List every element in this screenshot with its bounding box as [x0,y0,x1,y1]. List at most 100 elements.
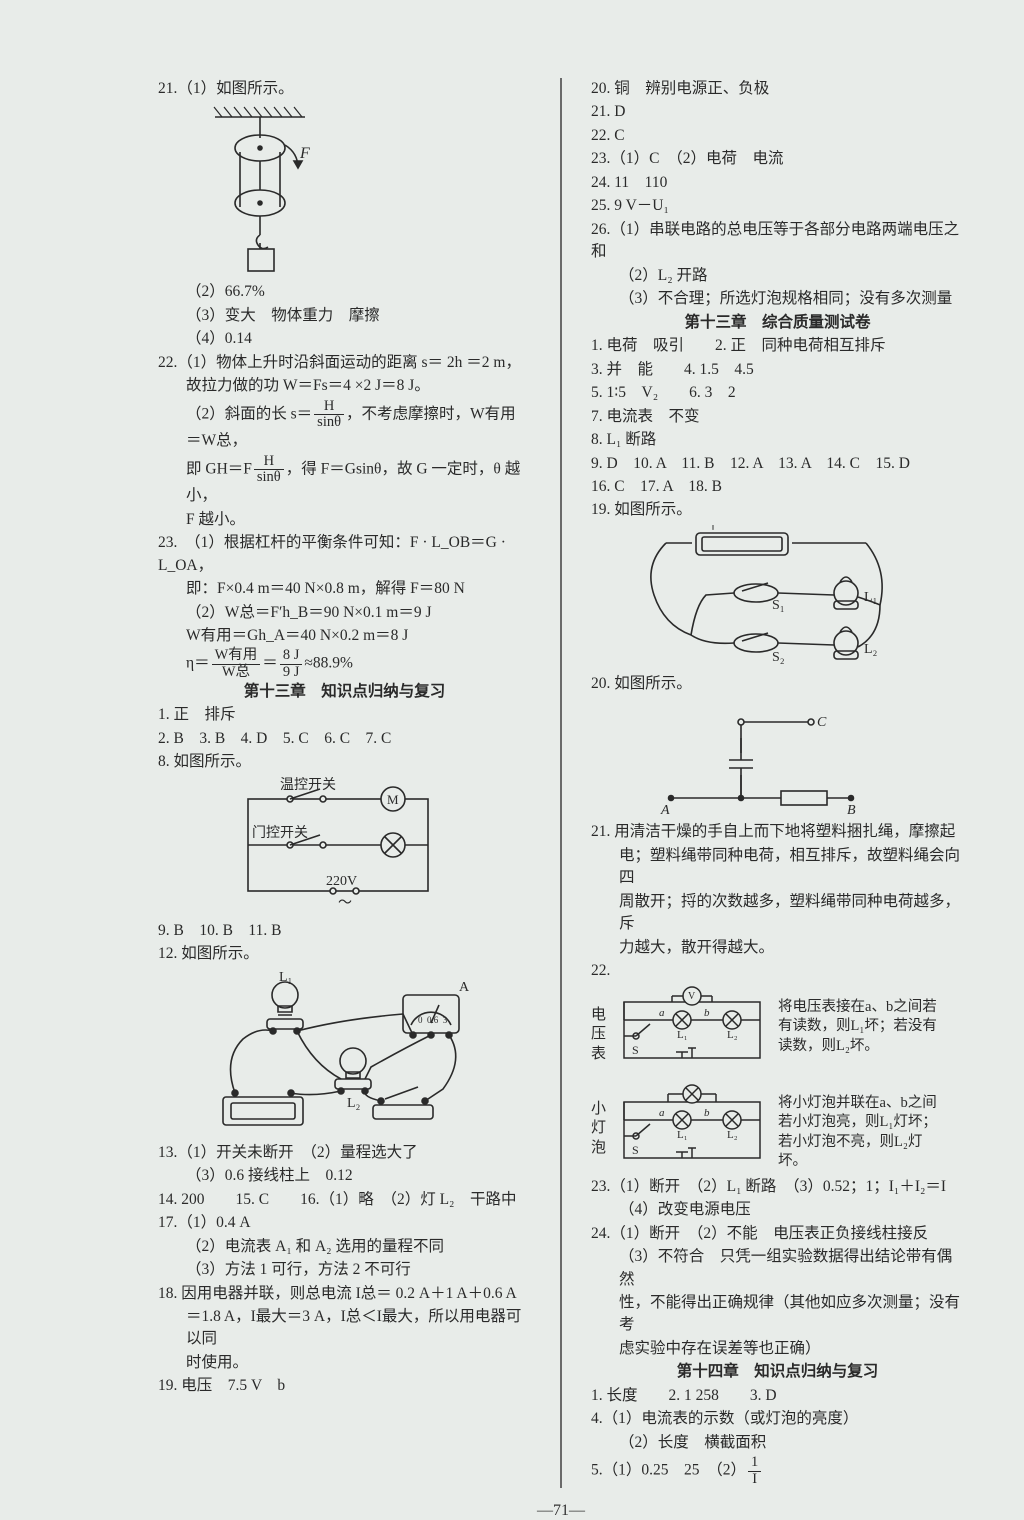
fig-12-circuit: L₁ L₂ A 0 0.6 3 [213,969,531,1139]
fig22-text-bot: 将小灯泡并联在a、b之间若小灯泡亮，则L₁灯坏；若小灯泡不亮，则L₂灯坏。 [778,1080,948,1172]
svg-text:S: S [632,1143,639,1157]
c5-num: 1 [748,1455,761,1471]
svg-text:～: ～ [338,896,352,911]
a14: 14. 200 15. C 16.（1）略 （2）灯 L₂ 干路中 [158,1189,531,1211]
fig12-svg: L₁ L₂ A 0 0.6 3 [213,969,478,1139]
b22: 22. [591,960,964,982]
svg-text:L₂: L₂ [727,1029,738,1041]
c4-1: 4.（1）电流表的示数（或灯泡的亮度） [591,1408,964,1430]
r21: 21. D [591,101,964,123]
svg-text:L₁: L₁ [677,1029,688,1041]
q21-l2: （2）66.7% [158,281,531,303]
b21-3: 周散开；捋的次数越多，塑料绳带同种电荷越多，斥 [591,891,964,936]
q21-l3: （3）变大 物体重力 摩擦 [158,305,531,327]
a13-l2: （3）0.6 接线柱上 0.12 [158,1165,531,1187]
page: 21.（1）如图所示。 [0,0,1024,1410]
svg-text:0 0.6 3: 0 0.6 3 [418,1015,448,1025]
a18-l1: 18. 因用电器并联，则总电流 I总＝ 0.2 A＋1 A＋0.6 A [158,1283,531,1305]
fig-8-circuit: 温控开关 门控开关 M 220V ～ [228,777,531,917]
r20: 20. 铜 辨别电源正、负极 [591,78,964,100]
q23-l4: W有用＝Gh_A＝40 N×0.2 m＝8 J [158,625,531,647]
left-column: 21.（1）如图所示。 [158,78,531,1488]
svg-text:L₂: L₂ [864,642,878,657]
fig-20-circuit: A B C [651,698,964,818]
svg-text:L₂: L₂ [347,1096,361,1111]
frac-H2: H [254,454,284,470]
r22: 22. C [591,125,964,147]
a13-l1: 13.（1）开关未断开 （2）量程选大了 [158,1142,531,1164]
fig22-top-svg: a b L₁ L₂ S V [612,984,772,1076]
fig-22-pair: 电压表 [591,984,964,1076]
a17-l2: （2）电流表 A₁ 和 A₂ 选用的量程不同 [158,1236,531,1258]
frac-H: H [314,399,344,415]
svg-text:a: a [659,1007,665,1019]
a9: 9. B 10. B 11. B [158,920,531,942]
q23-eta: η＝ [186,655,210,672]
q23-l5: η＝W有用W总＝8 J9 J≈88.9% [158,648,531,679]
c4-2: （2）长度 横截面积 [591,1432,964,1454]
fig22-block: a b L₁ L₂ S V [612,984,772,1076]
q22-l3: 即 GH＝FHsinθ，得 F＝Gsinθ，故 G 一定时，θ 越小， [158,454,531,508]
frac-sin2: sinθ [254,470,284,485]
svg-text:A: A [660,803,670,818]
q22-l2: （2）斜面的长 s＝Hsinθ，不考虑摩擦时，W有用＝W总， [158,399,531,453]
frac-8j: 8 J [280,648,303,664]
q23-eq: ＝ [262,655,278,672]
a12: 12. 如图所示。 [158,943,531,965]
a18-l2: ＝1.8 A，I最大＝3 A，I总＜I最大，所以用电器可以同 [158,1306,531,1351]
r26-1: 26.（1）串联电路的总电压等于各部分电路两端电压之和 [591,219,964,264]
fig-22-pair-bot: 小灯泡 [591,1080,964,1176]
q23-l2: 即：F×0.4 m＝40 N×0.8 m，解得 F＝80 N [158,578,531,600]
page-number: —71— [158,1502,964,1520]
fig-19-circuit: ＋ － S₁ S₂ L₁ L₂ [636,525,964,670]
r26-2: （2）L₂ 开路 [591,265,964,287]
b21-2: 电；塑料绳带同种电荷，相互排斥，故塑料绳会向四 [591,845,964,890]
b23-1: 23.（1）断开 （2）L₁ 断路 （3）0.52；1；I₁＋I₂＝I [591,1176,964,1198]
fig8-svg: 温控开关 门控开关 M 220V ～ [228,777,448,917]
b1: 1. 电荷 吸引 2. 正 同种电荷相互排斥 [591,335,964,357]
svg-text:L₂: L₂ [727,1129,738,1141]
fig22-bot-svg: a b L₁ L₂ S [612,1080,772,1176]
right-column: 20. 铜 辨别电源正、负极 21. D 22. C 23.（1）C （2）电荷… [591,78,964,1488]
svg-text:＋: ＋ [706,525,720,534]
r24: 24. 11 110 [591,172,964,194]
fig-21-pulley: F [200,103,531,278]
sec14-title: 第十四章 知识点归纳与复习 [591,1361,964,1383]
svg-text:B: B [847,803,856,818]
b23-2: （4）改变电源电压 [591,1199,964,1221]
svg-text:L₁: L₁ [279,970,292,985]
b16: 16. C 17. A 18. B [591,476,964,498]
svg-text:L₁: L₁ [864,590,877,605]
fig22-left-label-bot: 小灯泡 [591,1080,606,1159]
a1: 1. 正 排斥 [158,704,531,726]
b5: 5. 1∶5 V₂ 6. 3 2 [591,382,964,404]
svg-text:V: V [688,991,696,1002]
q22-l1b: 故拉力做的功 W＝Fs＝4 ×2 J＝8 J。 [158,375,531,397]
a17-l3: （3）方法 1 可行，方法 2 不可行 [158,1259,531,1281]
svg-text:b: b [704,1107,710,1119]
frac-wden: W总 [212,665,261,680]
frac-9j: 9 J [280,665,303,680]
frac-wnum: W有用 [212,648,261,664]
svg-text:a: a [659,1107,665,1119]
test13-title: 第十三章 综合质量测试卷 [591,312,964,334]
c5: 5.（1）0.25 25 （2）1I [591,1455,964,1486]
fig19-svg: ＋ － S₁ S₂ L₁ L₂ [636,525,896,670]
svg-text:b: b [704,1007,710,1019]
q23-res: ≈88.9% [304,655,353,672]
b7: 7. 电流表 不变 [591,406,964,428]
columns: 21.（1）如图所示。 [158,78,964,1488]
pulley-svg: F [200,103,320,278]
r23: 23.（1）C （2）电荷 电流 [591,148,964,170]
b3: 3. 并 能 4. 1.5 4.5 [591,359,964,381]
r26-3: （3）不合理；所选灯泡规格相同；没有多次测量 [591,288,964,310]
q22-l3c: F 越小。 [158,509,531,531]
q23-l1: 23. （1）根据杠杆的平衡条件可知：F · L_OB＝G · L_OA， [158,532,531,577]
b9: 9. D 10. A 11. B 12. A 13. A 14. C 15. D [591,453,964,475]
svg-text:A: A [459,980,470,995]
c1: 1. 长度 2. 1 258 3. D [591,1385,964,1407]
svg-text:M: M [387,792,399,807]
svg-text:L₁: L₁ [677,1129,688,1141]
svg-text:门控开关: 门控开关 [252,825,308,841]
b24-1: 24.（1）断开 （2）不能 电压表正负接线柱接反 [591,1223,964,1245]
